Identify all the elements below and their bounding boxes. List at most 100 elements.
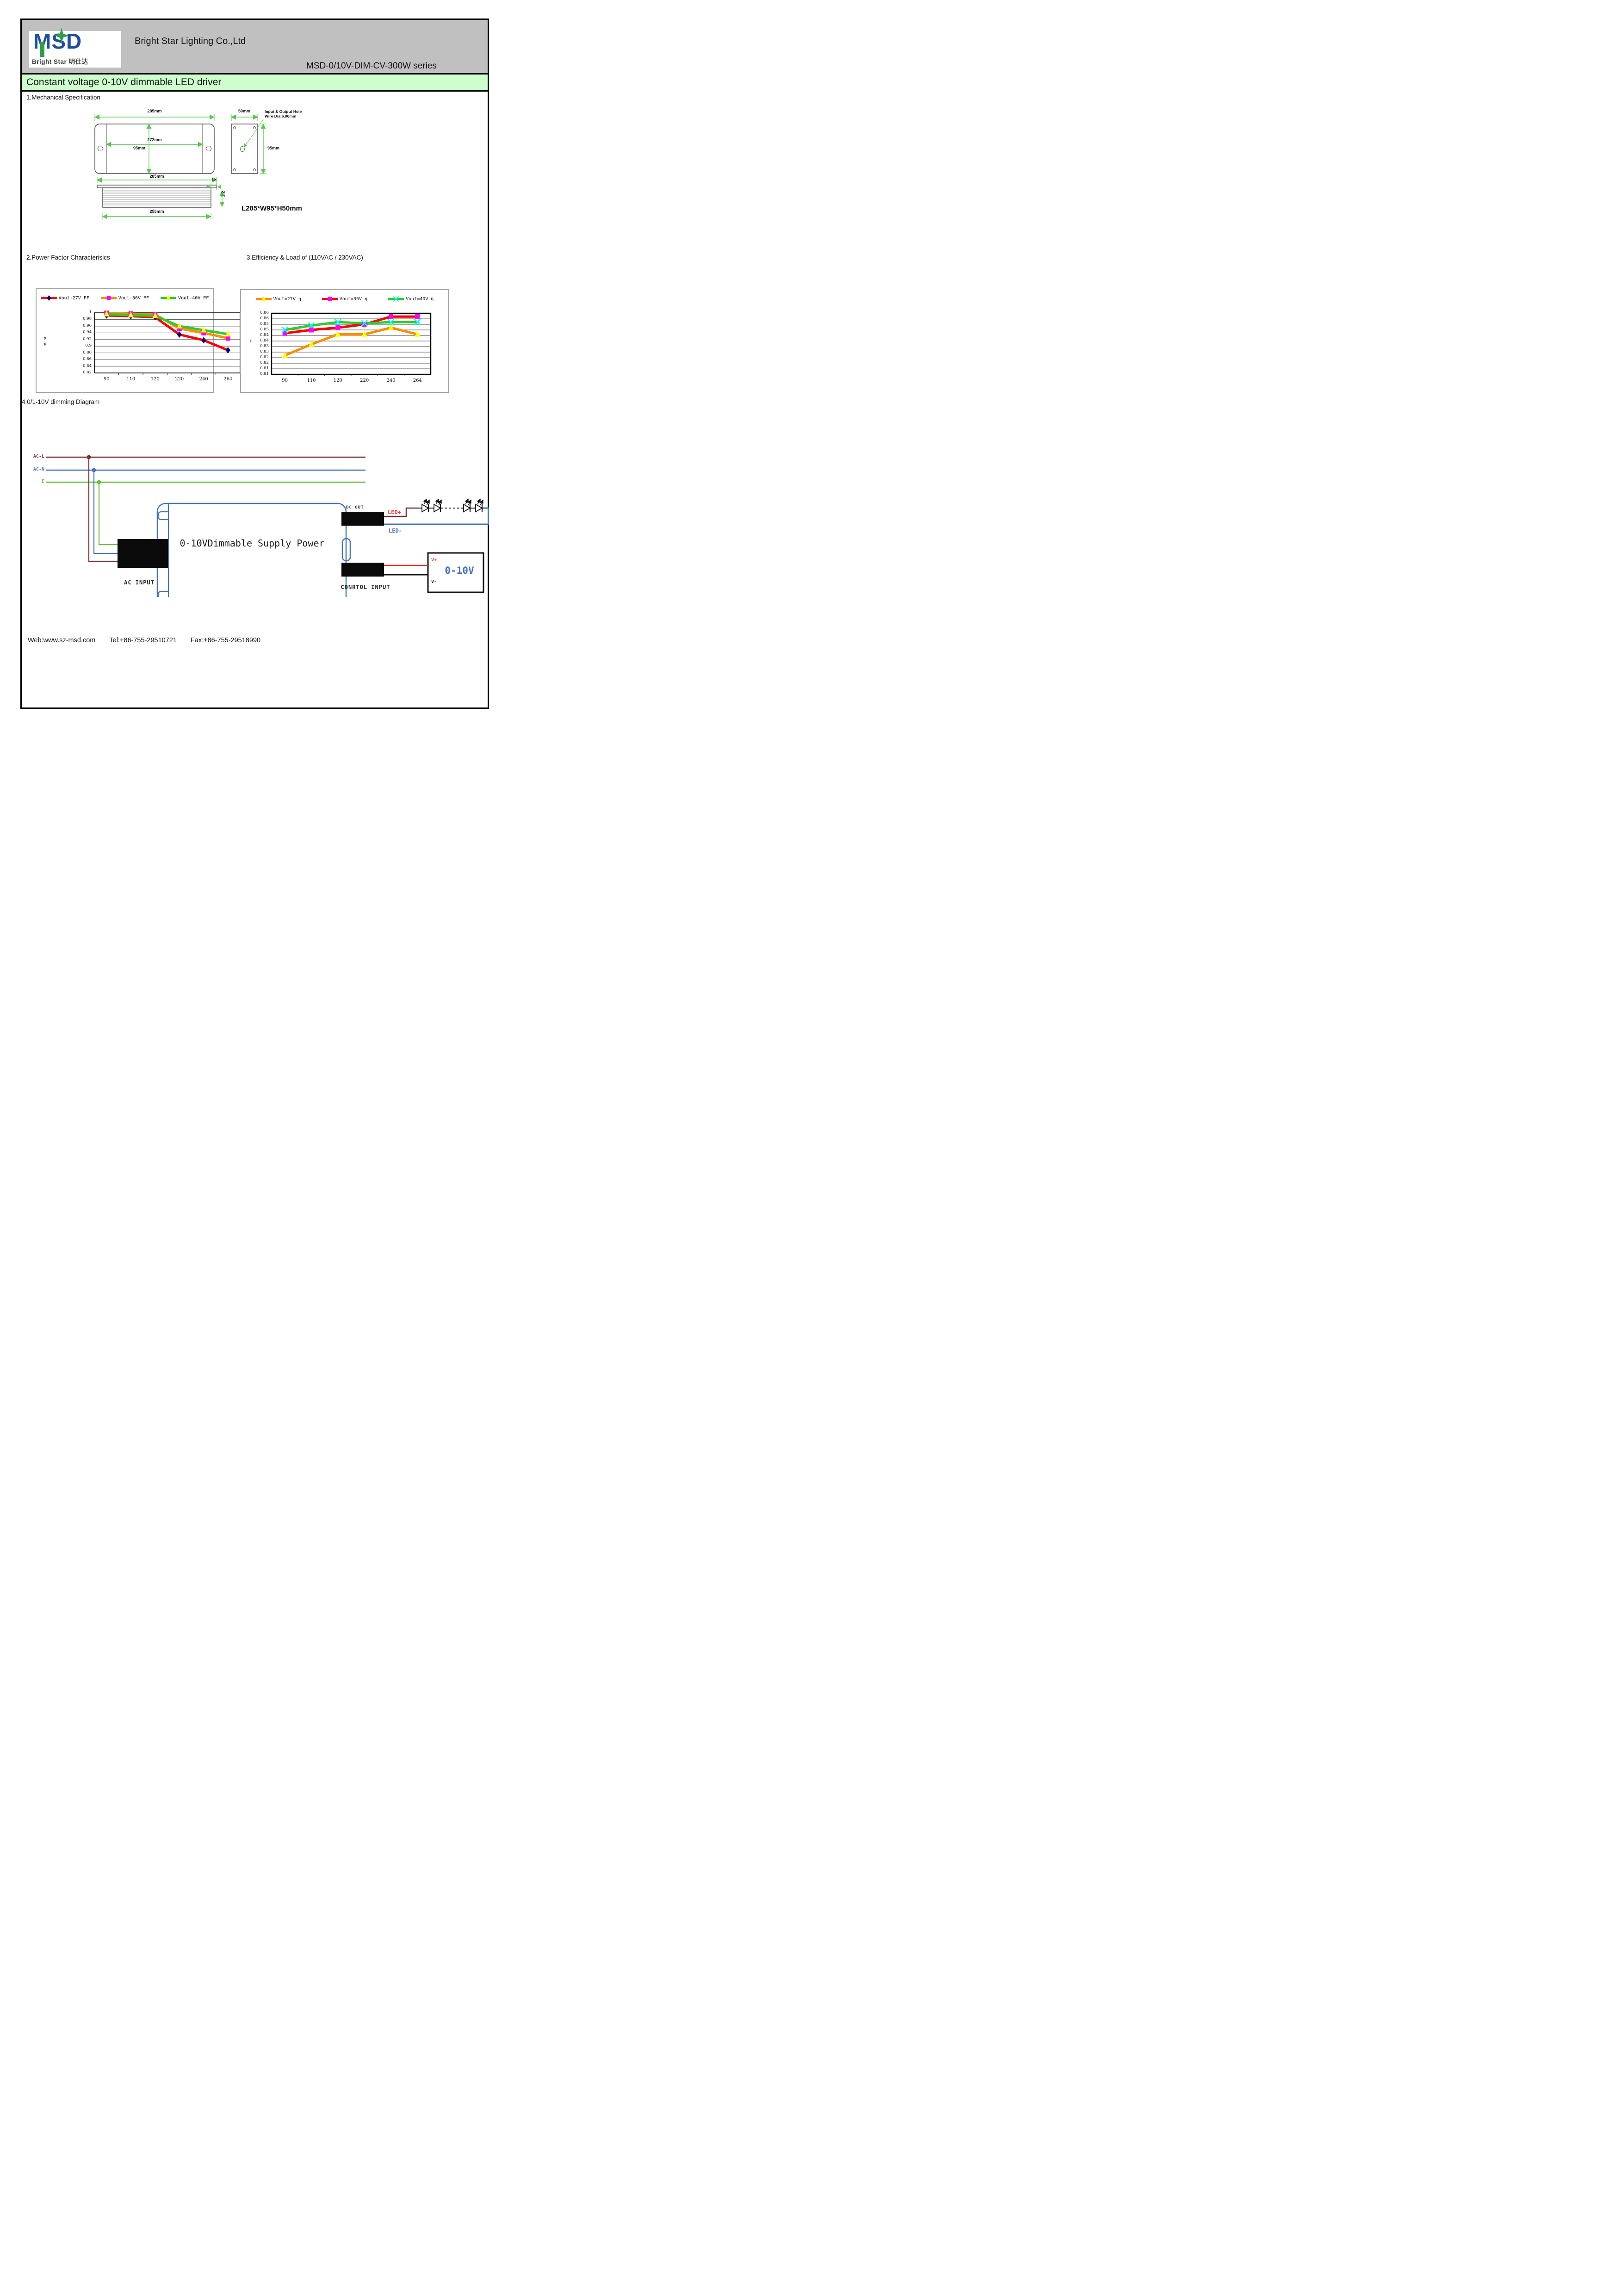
footer-contact: Web:www.sz-msd.com Tel:+86-755-29510721 Fa…	[28, 637, 274, 644]
chart-panel-2: 0.86 0.86 0.85 0.85 0.84 0.84 0.83 0.83 0.82 0.82…	[240, 289, 449, 393]
ac-input-connector	[118, 539, 168, 568]
y-tick-label: 0.94	[83, 330, 92, 335]
legend-label: Vout-27V PF	[58, 295, 89, 301]
legend-label: Vout=27V η	[273, 296, 301, 302]
marker-triangle	[225, 330, 231, 337]
x-tick-label: 90	[103, 377, 110, 382]
dim-bottom-inner: 255mm	[149, 209, 164, 214]
led-icon	[421, 498, 430, 513]
y-tick-label: 0.82	[83, 370, 92, 375]
y-tick-label: 0.86	[260, 316, 269, 321]
marker-triangle	[104, 310, 110, 316]
marker-triangle	[282, 352, 288, 358]
y-tick-label: 0.96	[83, 323, 92, 328]
y-tick-label: 0.84	[260, 338, 269, 343]
dim-side-height: 95mm	[267, 146, 280, 150]
dim-inner-width: 272mm	[147, 137, 162, 142]
legend-label: Vout-40V PF	[178, 295, 209, 301]
control-input-connector	[341, 563, 384, 577]
company-logo	[29, 31, 121, 68]
led-icon	[434, 498, 442, 513]
y-tick-label: 0.84	[260, 333, 269, 337]
legend-entry: Vout=27V η	[255, 295, 301, 303]
x-tick-label: 264	[413, 378, 422, 383]
marker-triangle	[309, 341, 314, 347]
led-plus-label: LED+	[388, 509, 401, 515]
logo-star-icon	[55, 28, 68, 43]
marker-square	[389, 314, 393, 319]
profile-flange	[97, 185, 217, 188]
marker-triangle	[261, 296, 266, 301]
ac-n-label: AC-N	[33, 467, 44, 472]
y-tick-label: 0.81	[260, 372, 269, 376]
marker-square	[106, 296, 111, 300]
mechanical-drawing	[94, 114, 266, 219]
marker-diamond	[225, 347, 230, 354]
wiring-diagram	[46, 455, 489, 597]
marker-x	[308, 322, 315, 329]
y-tick-label: 0.82	[260, 355, 269, 360]
marker-x	[414, 318, 421, 326]
legend-label: Vout=36V η	[339, 296, 368, 302]
y-tick-label: 0.9	[85, 343, 92, 348]
chart-legend: Vout-27V PF Vout-36V PF Vout-40V PF	[37, 294, 213, 302]
x-tick-label: 90	[282, 378, 288, 383]
company-name: Bright Star Lighting Co.,Ltd	[135, 36, 246, 46]
hole-note-line2: Wire Dia:6.00mm	[265, 114, 297, 118]
marker-triangle	[152, 312, 158, 318]
y-tick-label: 0.83	[260, 349, 269, 354]
slot-opening	[341, 538, 351, 562]
dim-top-width: 285mm	[147, 109, 162, 113]
x-tick-label: 220	[175, 377, 184, 382]
x-tick-label: 264	[223, 377, 233, 382]
hex-screw-icon	[97, 146, 104, 151]
legend-entry: Vout=36V η	[322, 295, 367, 303]
dc-out-connector	[341, 512, 384, 526]
dimmer-box	[427, 552, 484, 593]
ac-input-label: AC INPUT	[124, 579, 155, 586]
y-tick-label: 0.92	[83, 336, 92, 341]
marker-square	[201, 330, 206, 335]
page-title: Constant voltage 0-10V dimmable LED driv…	[22, 73, 488, 92]
marker-triangle	[201, 326, 207, 333]
ac-l-label: AC-L	[33, 454, 44, 459]
dim-flange: 15	[211, 177, 216, 181]
y-axis-label: F	[43, 343, 46, 348]
x-tick-label: 120	[333, 378, 342, 383]
footer-web: Web:www.sz-msd.com	[28, 637, 96, 644]
earth-label: E	[41, 479, 44, 484]
legend-label: Vout=40V η	[406, 296, 434, 302]
footer-tel: Tel:+86-755-29510721	[109, 637, 177, 644]
x-tick-label: 120	[150, 377, 160, 382]
y-tick-label: 0.86	[83, 357, 92, 362]
marker-square	[328, 297, 332, 301]
led-icon	[463, 498, 471, 513]
legend-entry: Vout-27V PF	[41, 294, 89, 302]
logo-subtitle: Bright Star 明仕达	[32, 58, 88, 65]
v-minus-label: V-	[431, 579, 437, 584]
led-minus-label: LED-	[389, 527, 402, 534]
datasheet-page: MSD Bright Star 明仕达 Bright Star Lighting…	[0, 0, 509, 720]
series-line	[284, 321, 419, 331]
marker-triangle	[388, 324, 394, 330]
dim-thickness: 1.2	[221, 191, 226, 198]
marker-diamond	[47, 295, 51, 301]
legend-entry: Vout-40V PF	[160, 294, 209, 302]
x-tick-label: 110	[126, 377, 136, 382]
chart-legend: Vout=27V η Vout=36V η Vout=40V η	[241, 295, 448, 303]
marker-triangle	[335, 330, 341, 337]
marker-x	[334, 318, 341, 326]
marker-square	[225, 335, 230, 341]
x-tick-label: 110	[307, 378, 316, 383]
y-tick-label: 0.88	[83, 350, 92, 355]
legend-swatch	[322, 297, 338, 301]
driver-box-label: 0-10VDimmable Supply Power	[180, 538, 325, 549]
marker-square	[309, 327, 314, 333]
marker-diamond	[177, 331, 182, 338]
marker-square	[177, 326, 182, 331]
control-input-label: CONRTOL INPUT	[341, 584, 390, 590]
dim-side-width: 50mm	[238, 109, 250, 113]
x-tick-label: 220	[360, 378, 369, 383]
series-line	[105, 313, 229, 335]
legend-label: Vout-36V PF	[118, 295, 149, 301]
